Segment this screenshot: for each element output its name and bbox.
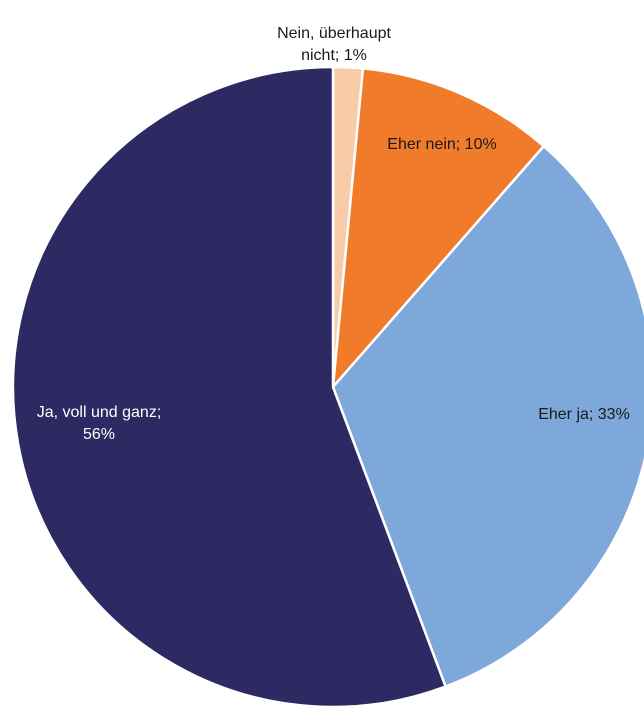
pie-slice-eher-ja — [331, 144, 644, 688]
data-label-ja-voll-und-ganz: Ja, voll und ganz; 56% — [37, 402, 162, 446]
data-label-line: Ja, voll und ganz; — [36, 404, 162, 421]
data-label-eher-nein: Eher nein; 10% — [387, 134, 496, 156]
data-label-line: Eher ja; 33% — [538, 406, 630, 423]
data-label-nein-ueberhaupt-nicht: Nein, überhaupt nicht; 1% — [277, 23, 391, 67]
data-label-line: Nein, überhaupt — [277, 25, 391, 42]
data-label-line: nicht; 1% — [301, 47, 367, 64]
data-label-eher-ja: Eher ja; 33% — [538, 404, 630, 426]
pie-slice-ja-voll-und-ganz — [11, 65, 447, 707]
pie-slice-eher-nein — [331, 67, 546, 389]
pie-slices — [11, 65, 644, 707]
data-label-line: 56% — [82, 426, 116, 443]
data-label-line: Eher nein; 10% — [387, 136, 497, 153]
